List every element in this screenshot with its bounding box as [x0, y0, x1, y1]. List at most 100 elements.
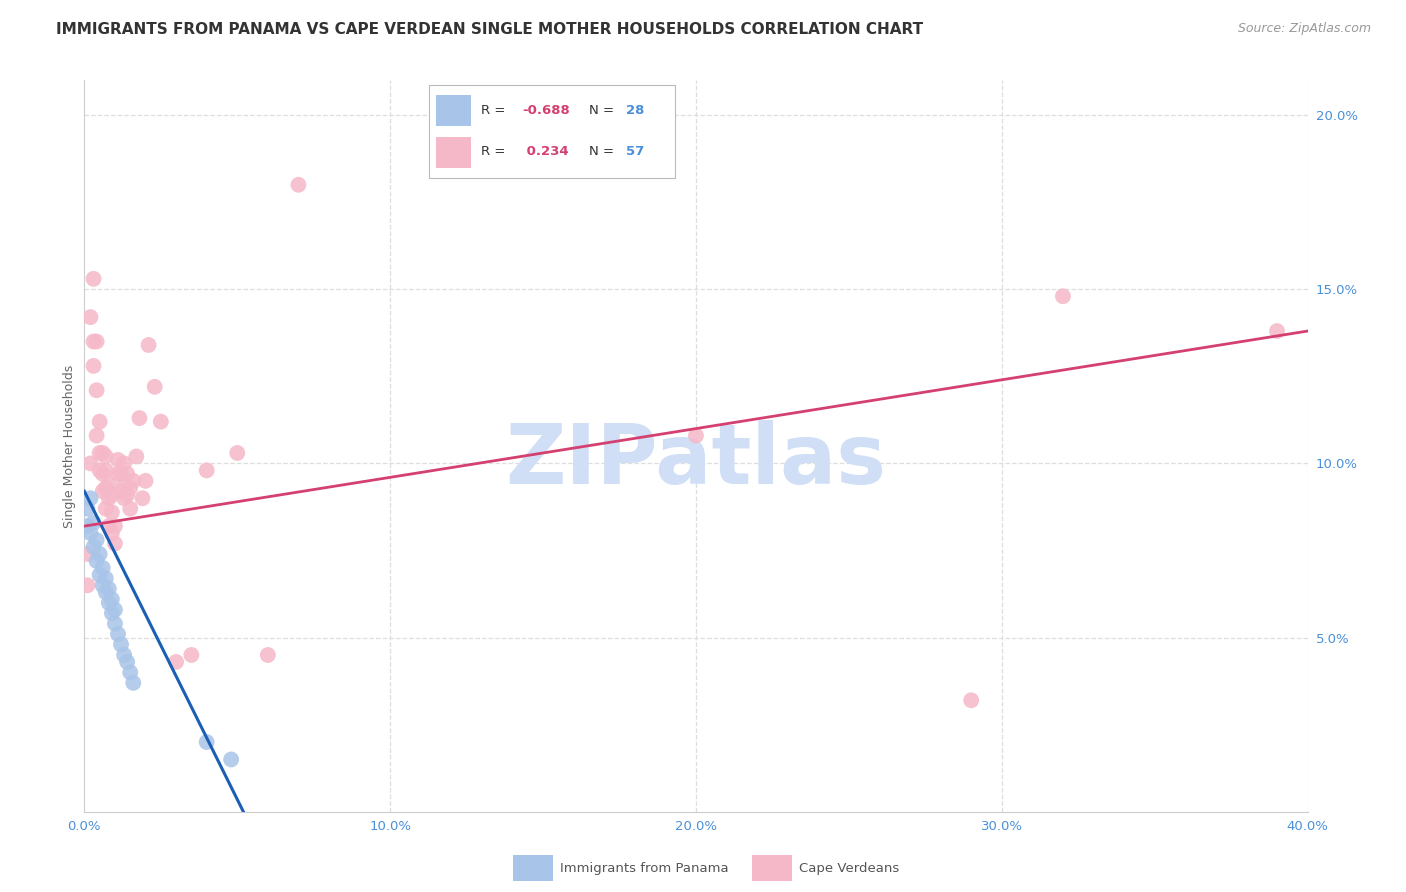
Bar: [436, 95, 471, 126]
Point: [89, 446, 111, 460]
Point: [115, 488, 138, 502]
Point: [120, 481, 142, 495]
Point: [79, 457, 101, 471]
Text: 57: 57: [626, 145, 644, 158]
Point: [226, 446, 249, 460]
Point: [125, 450, 148, 464]
Point: [112, 477, 135, 491]
Point: [101, 488, 124, 502]
Point: [86, 533, 108, 547]
Point: [110, 484, 132, 499]
Point: [131, 491, 153, 506]
Point: [91, 484, 114, 499]
Point: [94, 585, 117, 599]
Point: [101, 505, 124, 519]
Point: [104, 603, 127, 617]
Point: [143, 380, 166, 394]
Point: [115, 655, 138, 669]
Point: [79, 526, 101, 541]
Point: [94, 501, 117, 516]
Point: [76, 578, 98, 592]
Point: [101, 592, 124, 607]
Point: [97, 519, 120, 533]
Point: [115, 467, 138, 481]
Point: [94, 481, 117, 495]
Point: [86, 384, 108, 398]
Point: [138, 338, 160, 352]
Point: [76, 547, 98, 561]
Point: [94, 463, 117, 477]
Point: [107, 453, 129, 467]
Point: [122, 676, 145, 690]
Text: R =: R =: [481, 104, 505, 117]
Point: [219, 752, 242, 766]
Text: Cape Verdeans: Cape Verdeans: [799, 863, 898, 875]
Point: [128, 411, 150, 425]
Point: [83, 334, 105, 349]
Point: [89, 463, 111, 477]
Point: [97, 596, 120, 610]
Text: N =: N =: [589, 104, 614, 117]
Point: [89, 567, 111, 582]
Point: [101, 606, 124, 620]
Point: [135, 474, 157, 488]
Y-axis label: Single Mother Households: Single Mother Households: [63, 364, 76, 528]
Point: [91, 561, 114, 575]
Point: [112, 491, 135, 506]
Point: [287, 178, 309, 192]
Text: ZIPatlas: ZIPatlas: [506, 420, 886, 501]
Point: [104, 616, 127, 631]
Point: [195, 463, 218, 477]
Text: Source: ZipAtlas.com: Source: ZipAtlas.com: [1237, 22, 1371, 36]
Point: [149, 415, 172, 429]
Point: [110, 638, 132, 652]
Point: [97, 582, 120, 596]
Point: [83, 359, 105, 373]
Point: [1265, 324, 1288, 338]
Point: [94, 450, 117, 464]
Point: [86, 554, 108, 568]
Point: [89, 415, 111, 429]
Point: [685, 428, 707, 442]
Point: [122, 474, 145, 488]
Point: [257, 648, 280, 662]
Text: IMMIGRANTS FROM PANAMA VS CAPE VERDEAN SINGLE MOTHER HOUSEHOLDS CORRELATION CHAR: IMMIGRANTS FROM PANAMA VS CAPE VERDEAN S…: [56, 22, 924, 37]
Point: [76, 501, 98, 516]
Point: [104, 536, 127, 550]
Point: [97, 491, 120, 506]
Point: [94, 571, 117, 585]
Point: [89, 547, 111, 561]
Point: [97, 477, 120, 491]
Point: [83, 516, 105, 530]
Bar: [436, 137, 471, 168]
Point: [960, 693, 983, 707]
Text: -0.688: -0.688: [523, 104, 569, 117]
Point: [104, 519, 127, 533]
Point: [83, 272, 105, 286]
Point: [107, 467, 129, 481]
Point: [180, 648, 202, 662]
Point: [101, 526, 124, 541]
Text: 28: 28: [626, 104, 644, 117]
Point: [112, 648, 135, 662]
Point: [86, 428, 108, 442]
Point: [110, 467, 132, 481]
Point: [1052, 289, 1074, 303]
Text: R =: R =: [481, 145, 505, 158]
Point: [120, 665, 142, 680]
Text: 0.234: 0.234: [523, 145, 569, 158]
Point: [79, 310, 101, 325]
Point: [91, 467, 114, 481]
Point: [91, 578, 114, 592]
Point: [120, 501, 142, 516]
Point: [165, 655, 187, 669]
Point: [112, 457, 135, 471]
Point: [76, 519, 98, 533]
Point: [91, 446, 114, 460]
Point: [83, 540, 105, 554]
Point: [195, 735, 218, 749]
Text: N =: N =: [589, 145, 614, 158]
Point: [86, 334, 108, 349]
Text: Immigrants from Panama: Immigrants from Panama: [560, 863, 728, 875]
Point: [107, 627, 129, 641]
